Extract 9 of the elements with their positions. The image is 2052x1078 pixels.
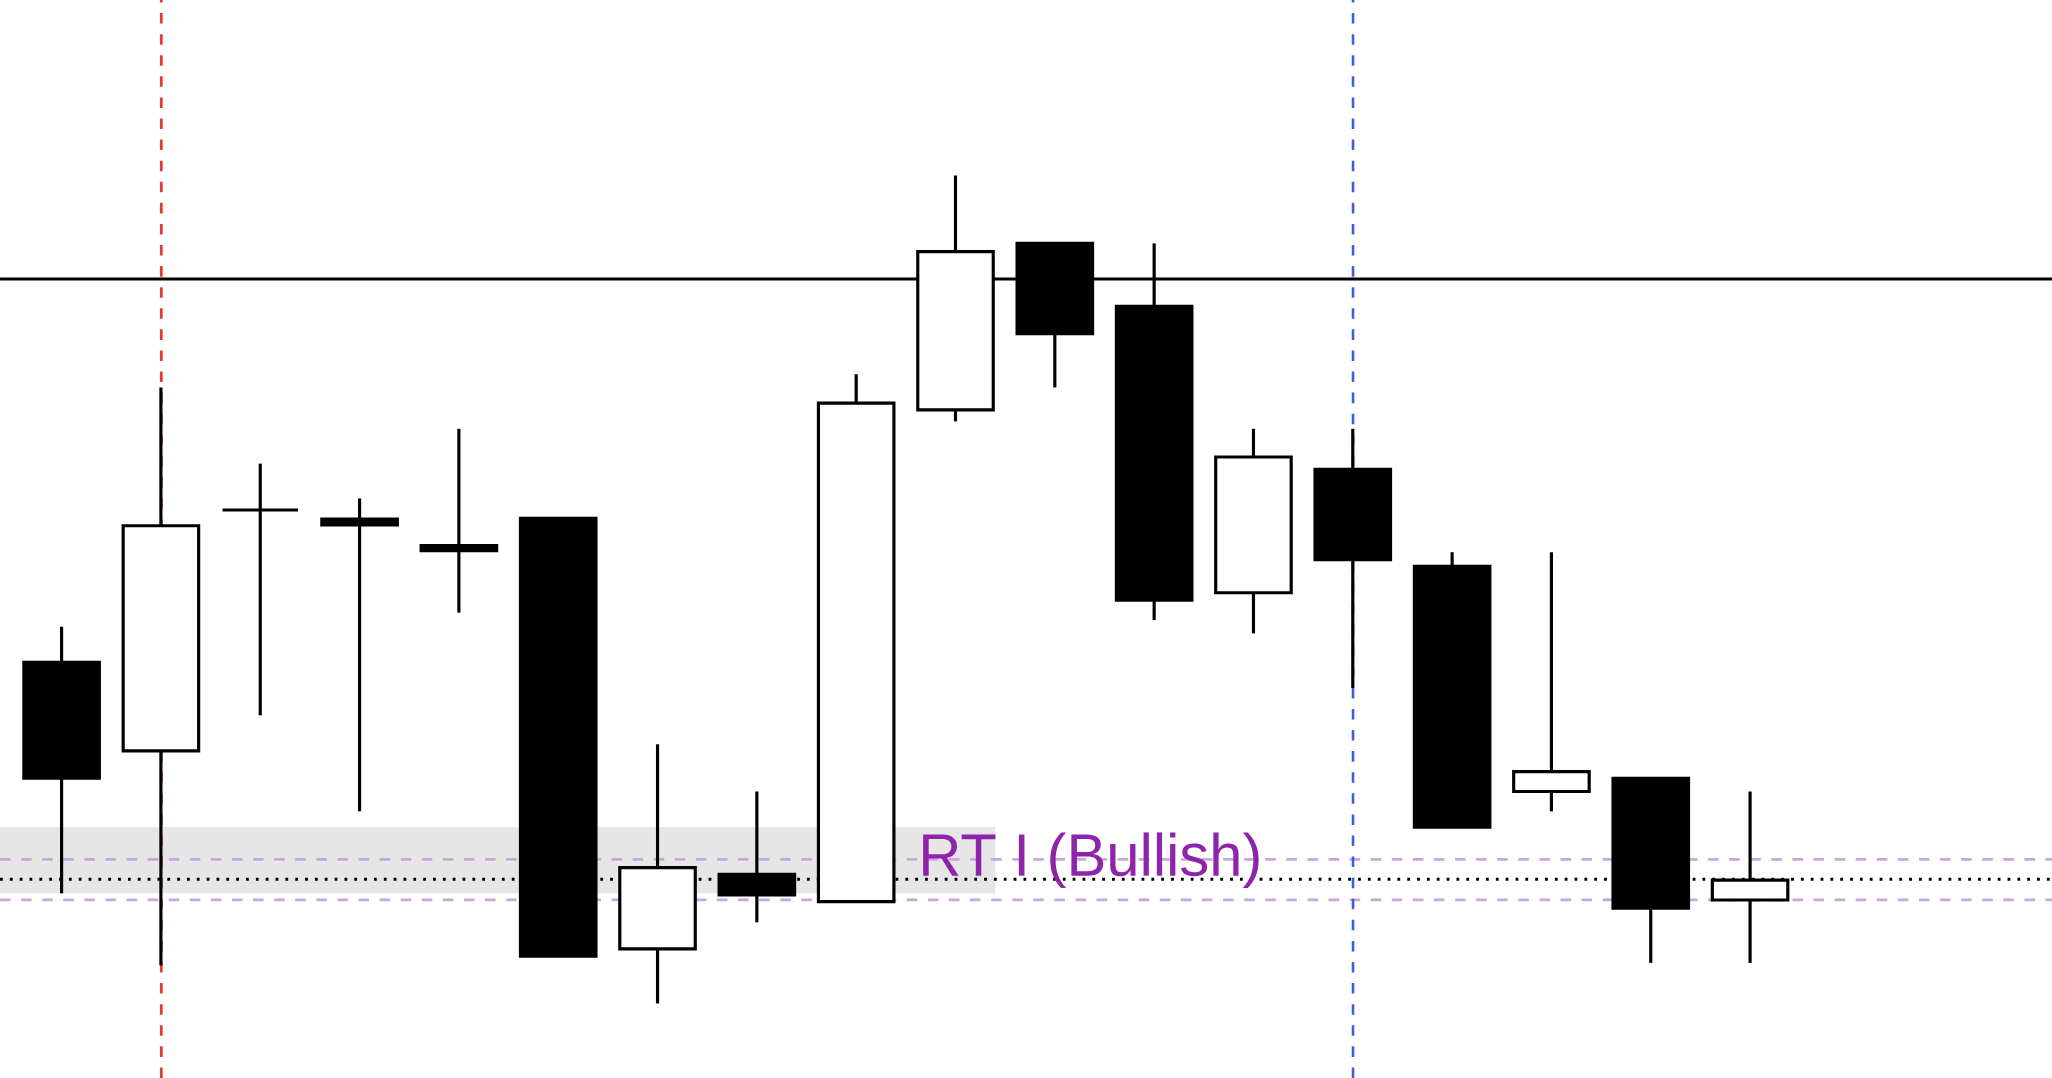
candlestick xyxy=(320,498,399,812)
candlestick xyxy=(1611,776,1691,963)
candlestick xyxy=(618,744,697,1004)
band-label: RT I (Bullish) xyxy=(923,832,1259,889)
candlestick xyxy=(419,427,499,613)
candlestick xyxy=(1512,552,1591,812)
candlestick xyxy=(1214,427,1293,634)
candlestick xyxy=(1313,427,1393,689)
candlestick xyxy=(518,516,598,958)
